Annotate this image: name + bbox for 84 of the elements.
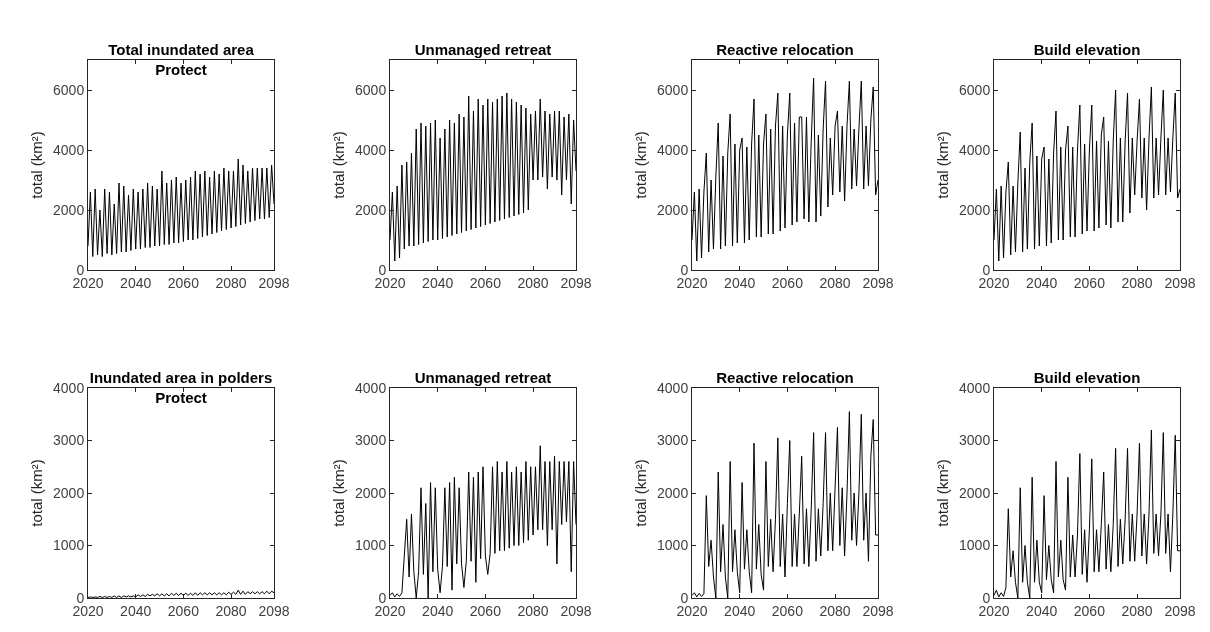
y-tick-label: 6000 (53, 81, 85, 98)
x-tick-label: 2060 (771, 602, 804, 619)
y-tick-label: 3000 (355, 432, 387, 449)
x-tick-label: 2040 (1026, 274, 1058, 291)
x-tick-label: 2080 (215, 274, 247, 291)
y-tick-label: 3000 (53, 432, 85, 449)
chart-title: Reactive relocation (716, 369, 854, 386)
line-series (994, 86, 1180, 262)
x-tick-label: 2080 (819, 274, 851, 291)
chart-title: Inundated area in polders Protect (89, 369, 273, 406)
y-tick-label: 4000 (355, 379, 387, 396)
y-tick-label: 4000 (657, 379, 689, 396)
x-tick-label: 2080 (819, 602, 851, 619)
line-series (390, 92, 576, 262)
y-tick-label: 3000 (657, 432, 689, 449)
x-tick-label: 2060 (1073, 274, 1106, 291)
line-series (88, 589, 274, 598)
x-tick-label: 2040 (120, 274, 152, 291)
x-tick-label: 2098 (862, 274, 894, 291)
y-tick-label: 2000 (959, 484, 991, 501)
y-axis-title: total (km²) (632, 459, 650, 527)
line-series (692, 411, 878, 598)
y-tick-label: 1000 (657, 537, 689, 554)
y-tick-label: 2000 (959, 201, 991, 218)
y-tick-label: 2000 (657, 201, 689, 218)
x-tick-label: 2040 (422, 602, 454, 619)
y-tick-label: 4000 (959, 141, 991, 158)
x-tick-label: 2098 (560, 274, 592, 291)
y-axis-title: total (km²) (934, 459, 952, 527)
y-axis-title: total (km²) (330, 131, 348, 199)
x-tick-label: 2080 (1121, 274, 1153, 291)
y-tick-label: 2000 (53, 201, 85, 218)
y-tick-label: 1000 (53, 537, 85, 554)
line-series (88, 158, 274, 257)
y-tick-label: 2000 (355, 484, 387, 501)
x-tick-label: 2060 (167, 602, 200, 619)
y-axis-title: total (km²) (28, 131, 46, 199)
x-tick-label: 2080 (517, 602, 549, 619)
line-series (390, 445, 576, 598)
x-tick-label: 2098 (1164, 274, 1196, 291)
x-tick-label: 2060 (469, 274, 502, 291)
y-tick-label: 4000 (657, 141, 689, 158)
x-tick-label: 2098 (560, 602, 592, 619)
x-tick-label: 2098 (862, 602, 894, 619)
x-tick-label: 2098 (258, 274, 290, 291)
x-tick-label: 2040 (120, 602, 152, 619)
y-tick-label: 1000 (355, 537, 387, 554)
y-tick-label: 4000 (53, 141, 85, 158)
y-tick-label: 6000 (355, 81, 387, 98)
x-tick-label: 2098 (1164, 602, 1196, 619)
y-tick-label: 6000 (959, 81, 991, 98)
x-tick-label: 2060 (469, 602, 502, 619)
y-tick-label: 3000 (959, 432, 991, 449)
chart-title: Build elevation (1033, 369, 1141, 386)
chart-title: Unmanaged retreat (414, 369, 552, 386)
x-tick-label: 2060 (1073, 602, 1106, 619)
y-tick-label: 4000 (53, 379, 85, 396)
line-series (994, 429, 1180, 598)
y-tick-label: 2000 (657, 484, 689, 501)
y-tick-label: 4000 (355, 141, 387, 158)
line-series (692, 77, 878, 262)
y-tick-label: 2000 (355, 201, 387, 218)
y-tick-label: 1000 (959, 537, 991, 554)
y-tick-label: 2000 (53, 484, 85, 501)
y-axis-title: total (km²) (330, 459, 348, 527)
x-tick-label: 2040 (724, 602, 756, 619)
x-tick-label: 2080 (517, 274, 549, 291)
x-tick-label: 2060 (771, 274, 804, 291)
x-tick-label: 2040 (1026, 602, 1058, 619)
chart-title: Build elevation (1033, 41, 1141, 58)
y-axis-title: total (km²) (934, 131, 952, 199)
chart-title: Unmanaged retreat (414, 41, 552, 58)
y-axis-title: total (km²) (632, 131, 650, 199)
y-axis-title: total (km²) (28, 459, 46, 527)
x-tick-label: 2060 (167, 274, 200, 291)
y-tick-label: 4000 (959, 379, 991, 396)
x-tick-label: 2080 (215, 602, 247, 619)
x-tick-label: 2080 (1121, 602, 1153, 619)
chart-title: Reactive relocation (716, 41, 854, 58)
x-tick-label: 2040 (724, 274, 756, 291)
x-tick-label: 2098 (258, 602, 290, 619)
y-tick-label: 6000 (657, 81, 689, 98)
x-tick-label: 2040 (422, 274, 454, 291)
chart-title: Total inundated area Protect (108, 41, 255, 78)
